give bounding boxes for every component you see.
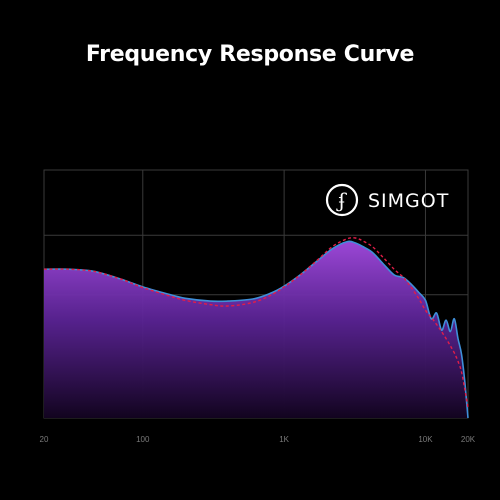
area-fills <box>44 241 468 418</box>
x-tick-label: 10K <box>418 435 433 444</box>
series-lines <box>43 237 469 419</box>
logo-circle-icon <box>325 183 359 217</box>
x-tick-label: 20 <box>40 435 49 444</box>
brand-logo: ʄ SIMGOT <box>325 183 449 217</box>
chart-title: Frequency Response Curve <box>85 42 415 67</box>
target-curve-dashed-line <box>43 237 469 408</box>
logo-glyph: ʄ <box>336 188 347 212</box>
brand-name: SIMGOT <box>368 190 449 212</box>
x-tick-label: 20K <box>461 435 476 444</box>
x-tick-label: 100 <box>136 435 150 444</box>
measured-response-area <box>44 241 468 418</box>
x-tick-label: 1K <box>279 435 289 444</box>
x-axis-ticks: 20 100 1K 10K 20K <box>40 435 476 444</box>
measured-response-line <box>43 240 469 419</box>
